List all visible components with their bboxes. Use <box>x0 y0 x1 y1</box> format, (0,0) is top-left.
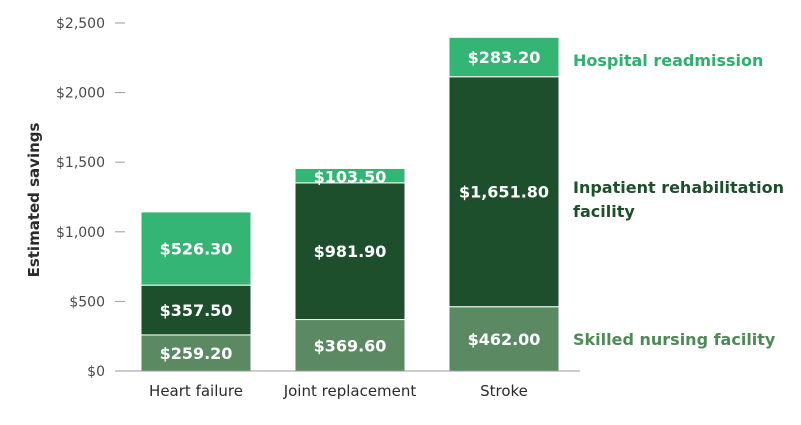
bar-segment <box>448 36 560 78</box>
y-tick-label: $1,000 <box>56 225 105 241</box>
data-label: $283.20 <box>468 48 541 67</box>
bar-segment <box>140 211 252 286</box>
data-label: $1,651.80 <box>459 183 549 202</box>
x-category-label: Stroke <box>480 382 528 400</box>
legend: Hospital readmission Inpatient rehabilita… <box>573 51 784 349</box>
y-axis-title: Estimated savings <box>25 123 43 278</box>
x-category-label: Heart failure <box>149 382 243 400</box>
bar-segment <box>294 182 406 321</box>
legend-label-inpatient-rehabilitation: facility <box>573 202 635 221</box>
data-label: $259.20 <box>160 344 233 363</box>
data-label: $981.90 <box>314 242 387 261</box>
y-tick-label: $2,500 <box>56 16 105 32</box>
data-label: $526.30 <box>160 240 233 259</box>
legend-label-inpatient-rehabilitation: Inpatient rehabilitation <box>573 178 784 197</box>
x-category-label: Joint replacement <box>283 382 417 400</box>
y-tick-label: $2,000 <box>56 86 105 102</box>
data-label: $369.60 <box>314 336 387 355</box>
legend-label-hospital-readmission: Hospital readmission <box>573 51 763 70</box>
y-tick-label: $0 <box>87 364 105 380</box>
data-label: $103.50 <box>314 167 387 186</box>
data-label: $357.50 <box>160 301 233 320</box>
bars: $259.20 $357.50 $526.30 $369.60 $981.90 $103.… <box>140 36 560 372</box>
bar-segment <box>140 284 252 336</box>
legend-label-skilled-nursing: Skilled nursing facility <box>573 330 776 349</box>
y-axis: $0 $500 $1,000 $1,500 $2,000 $2,500 <box>56 16 125 380</box>
y-tick-label: $500 <box>69 294 105 310</box>
bar-segment <box>294 167 406 184</box>
x-axis: Heart failure Joint replacement Stroke <box>125 370 580 400</box>
data-label: $462.00 <box>468 330 541 349</box>
y-tick-label: $1,500 <box>56 155 105 171</box>
bar-segment <box>448 306 560 372</box>
